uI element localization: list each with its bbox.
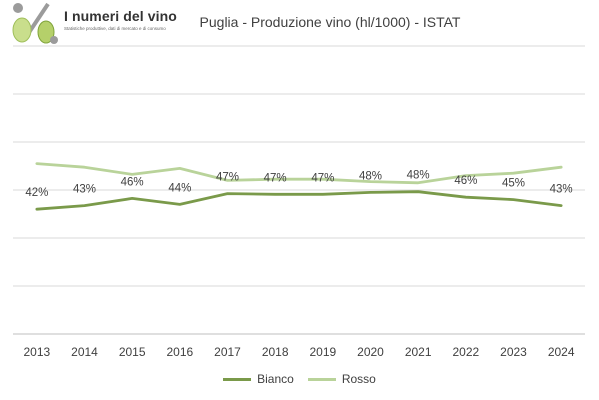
data-label-bianco: 47% bbox=[311, 172, 334, 184]
series-lines bbox=[35, 162, 563, 211]
data-label-bianco: 48% bbox=[407, 170, 430, 182]
legend-label-rosso: Rosso bbox=[341, 372, 376, 386]
data-label-bianco: 47% bbox=[216, 172, 239, 184]
x-tick-label: 2021 bbox=[405, 345, 432, 359]
x-tick-label: 2024 bbox=[548, 345, 575, 359]
data-label-bianco: 46% bbox=[454, 175, 477, 187]
logo-title: I numeri del vino bbox=[64, 8, 177, 24]
x-axis-ticks: 2013 2014 2015 2016 2017 2018 2019 2020 2021 2022… bbox=[23, 345, 574, 359]
legend: Bianco Rosso bbox=[0, 372, 599, 386]
data-label-bianco: 47% bbox=[264, 172, 287, 184]
logo-pear-left bbox=[12, 17, 32, 43]
pear-logo-icon bbox=[12, 2, 58, 44]
logo: I numeri del vino Statistiche produttive… bbox=[8, 2, 177, 46]
data-label-bianco: 43% bbox=[73, 184, 96, 196]
legend-swatch-bianco bbox=[223, 377, 252, 381]
data-label-bianco: 48% bbox=[359, 170, 382, 182]
x-tick-label: 2016 bbox=[166, 345, 193, 359]
logo-subtitle: Statistiche produttive, dati di mercato … bbox=[64, 26, 166, 31]
legend-item-bianco: Bianco bbox=[223, 372, 294, 386]
x-tick-label: 2019 bbox=[309, 345, 336, 359]
data-label-bianco: 45% bbox=[502, 178, 525, 190]
data-labels: 42% 43% 46% 44% 47% 47% 47% 48% 48% 46% 45% 43% bbox=[25, 170, 572, 200]
legend-item-rosso: Rosso bbox=[307, 372, 376, 386]
x-tick-label: 2023 bbox=[500, 345, 527, 359]
x-tick-label: 2014 bbox=[71, 345, 98, 359]
legend-label-bianco: Bianco bbox=[257, 372, 294, 386]
x-tick-label: 2015 bbox=[119, 345, 146, 359]
logo-percent-dot-top bbox=[13, 3, 23, 13]
logo-percent-dot-bottom bbox=[50, 36, 58, 44]
x-tick-label: 2020 bbox=[357, 345, 384, 359]
x-tick-label: 2017 bbox=[214, 345, 241, 359]
data-label-bianco: 46% bbox=[121, 176, 144, 188]
x-tick-label: 2018 bbox=[262, 345, 289, 359]
data-label-bianco: 43% bbox=[550, 184, 573, 196]
data-label-bianco: 44% bbox=[168, 182, 191, 194]
gridlines bbox=[13, 45, 585, 335]
data-label-bianco: 42% bbox=[25, 187, 48, 199]
chart-title: Puglia - Produzione vino (hl/1000) - IST… bbox=[199, 14, 461, 30]
x-tick-label: 2013 bbox=[23, 345, 50, 359]
series-line-bianco bbox=[35, 190, 563, 211]
legend-swatch-rosso bbox=[307, 377, 336, 381]
logo-pear-right bbox=[37, 20, 55, 44]
series-line-rosso bbox=[35, 162, 563, 185]
x-tick-label: 2022 bbox=[452, 345, 479, 359]
